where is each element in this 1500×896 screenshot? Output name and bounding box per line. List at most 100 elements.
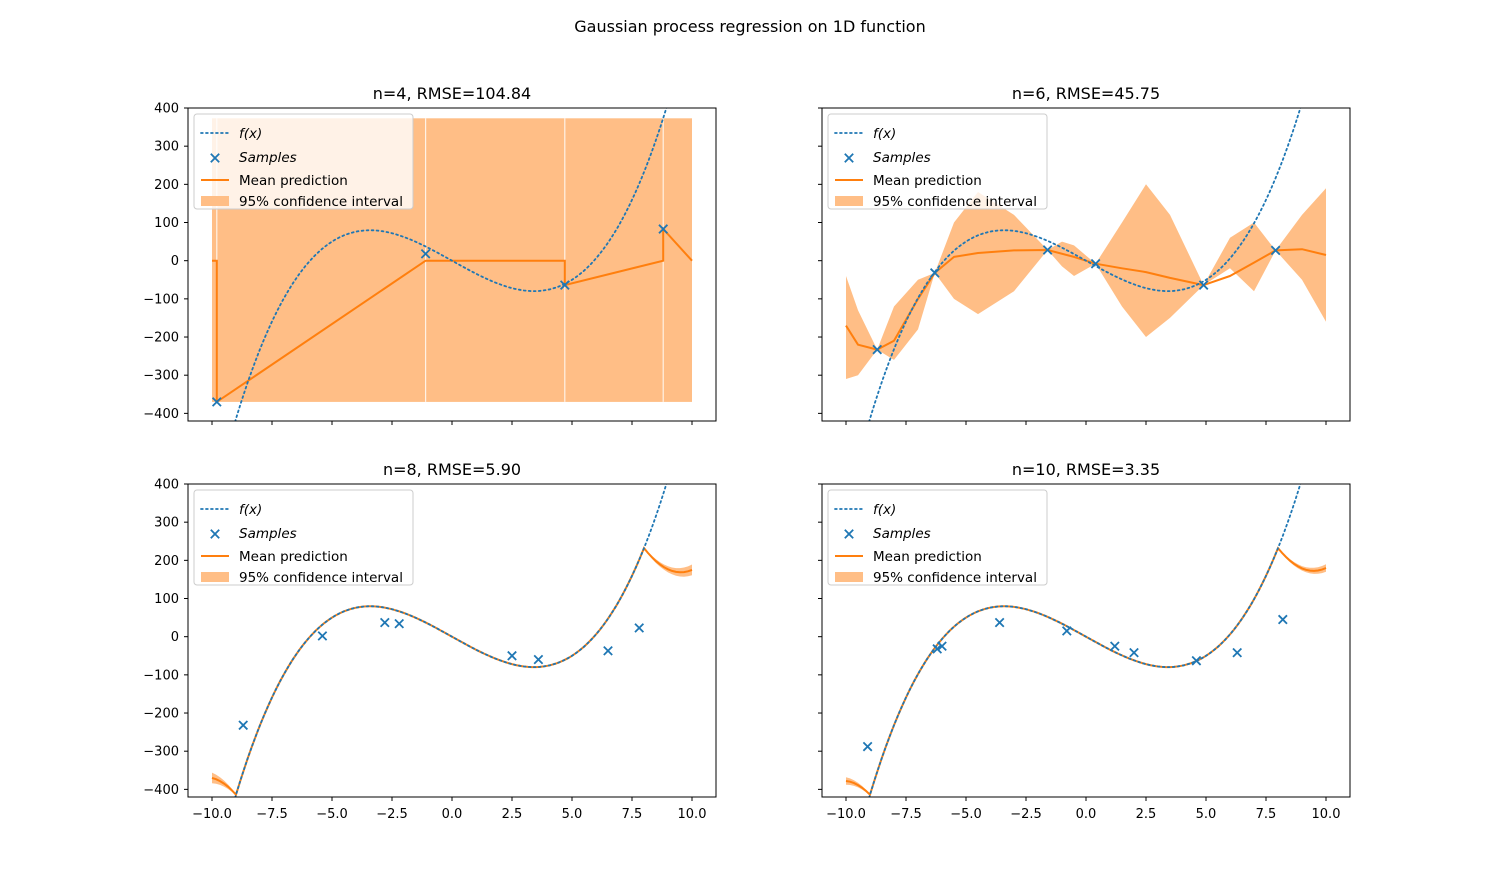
x-tick-label: 7.5 [1256, 807, 1277, 822]
legend-box [827, 489, 1048, 586]
x-tick-label: 2.5 [1136, 807, 1157, 822]
sample-marker [603, 645, 613, 656]
legend-swatch-samples [210, 529, 220, 539]
sample-marker [1109, 641, 1120, 652]
sample-marker [929, 268, 940, 278]
x-tick-label: −10.0 [192, 807, 232, 822]
sample-marker [1191, 655, 1202, 666]
confidence-band [846, 184, 1326, 379]
legend-box [827, 113, 1048, 210]
legend-swatch-confidence [201, 572, 229, 582]
sample-marker [507, 650, 517, 661]
y-tick-label: −400 [143, 407, 179, 422]
plot-area [211, 484, 693, 797]
true-function-line [234, 108, 668, 421]
x-tick-label: −5.0 [316, 807, 348, 822]
true-function-line [868, 484, 1302, 797]
y-tick-label: −300 [143, 369, 179, 384]
y-tick-label: −200 [143, 331, 179, 346]
x-tick-label: 10.0 [1312, 807, 1341, 822]
true-function-line [868, 108, 1302, 421]
sample-marker [1232, 647, 1243, 658]
legend-label: Mean prediction [873, 173, 982, 189]
figure-title: Gaussian process regression on 1D functi… [574, 17, 925, 36]
x-tick-label: −5.0 [950, 807, 982, 822]
y-tick-label: −100 [143, 292, 179, 307]
mean-prediction-line [212, 226, 693, 404]
x-tick-label: 7.5 [622, 807, 643, 822]
y-tick-label: −400 [143, 783, 179, 798]
legend-label: Samples [873, 150, 931, 166]
x-tick-label: 10.0 [678, 807, 707, 822]
x-tick-label: −7.5 [890, 807, 922, 822]
sample-marker [1270, 245, 1281, 256]
x-tick-label: 2.5 [502, 807, 523, 822]
y-tick-label: 100 [154, 216, 179, 231]
sample-marker [994, 617, 1005, 628]
x-tick-label: 5.0 [562, 807, 583, 822]
y-tick-label: 300 [154, 516, 179, 531]
sample-marker [317, 631, 328, 641]
sample-marker [379, 617, 390, 628]
legend-swatch-confidence [835, 196, 863, 206]
y-tick-label: 100 [154, 592, 179, 607]
legend-label: f(x) [239, 126, 262, 142]
plot-area [845, 108, 1327, 421]
y-tick-label: −200 [143, 707, 179, 722]
sample-marker [211, 397, 222, 407]
sample-marker [862, 741, 873, 752]
legend-swatch-samples [844, 529, 854, 539]
sample-marker [1042, 245, 1053, 255]
x-tick-label: 0.0 [442, 807, 463, 822]
legend-label: Mean prediction [239, 549, 348, 565]
y-tick-label: 300 [154, 140, 179, 155]
legend-label: Samples [873, 526, 931, 542]
legend-label: 95% confidence interval [239, 194, 403, 210]
legend-swatch-confidence [835, 572, 863, 582]
sample-marker [932, 644, 943, 654]
y-tick-label: 0 [171, 630, 179, 645]
y-tick-label: 200 [154, 178, 179, 193]
sample-marker [658, 224, 669, 234]
sample-marker [394, 618, 405, 629]
x-tick-label: −7.5 [256, 807, 288, 822]
true-function-line [234, 484, 668, 797]
sample-marker [533, 654, 544, 665]
legend-label: Mean prediction [239, 173, 348, 189]
sample-marker [634, 623, 645, 633]
subplot-n6: n=6, RMSE=45.75 f(x) Samples Mean predictio… [818, 84, 1351, 425]
y-tick-label: 400 [154, 102, 179, 117]
plot-area [845, 484, 1327, 797]
y-tick-label: −100 [143, 668, 179, 683]
sample-marker [1090, 258, 1101, 269]
x-tick-label: 0.0 [1076, 807, 1097, 822]
x-tick-label: −2.5 [376, 807, 408, 822]
subplot-title: n=6, RMSE=45.75 [1012, 84, 1160, 103]
legend-label: Samples [239, 150, 297, 166]
x-tick-label: −2.5 [1010, 807, 1042, 822]
legend-swatch-samples [210, 153, 220, 163]
sample-marker [1277, 614, 1288, 625]
sample-marker [1129, 647, 1139, 658]
legend-box [193, 489, 414, 586]
legend-label: f(x) [873, 502, 896, 518]
subplot-n4: n=4, RMSE=104.84 −400 −300 −200 −100 0 100 200 3… [143, 84, 717, 425]
legend-label: f(x) [239, 502, 262, 518]
sample-marker [872, 344, 883, 355]
subplot-title: n=10, RMSE=3.35 [1012, 460, 1160, 479]
sample-marker [559, 280, 570, 290]
x-tick-label: −10.0 [826, 807, 866, 822]
y-tick-label: 0 [171, 254, 179, 269]
legend-box [193, 113, 414, 210]
legend-swatch-confidence [201, 196, 229, 206]
legend-label: 95% confidence interval [873, 194, 1037, 210]
legend-label: 95% confidence interval [873, 570, 1037, 586]
mean-prediction-line [845, 248, 1327, 351]
sample-marker [420, 248, 431, 259]
legend-label: Mean prediction [873, 549, 982, 565]
subplot-n10: n=10, RMSE=3.35 −10.0 −7.5 −5.0 −2.5 0.0 2.5 5.… [818, 460, 1351, 822]
x-tick-label: 5.0 [1196, 807, 1217, 822]
subplot-title: n=4, RMSE=104.84 [373, 84, 531, 103]
sample-marker [238, 720, 249, 731]
